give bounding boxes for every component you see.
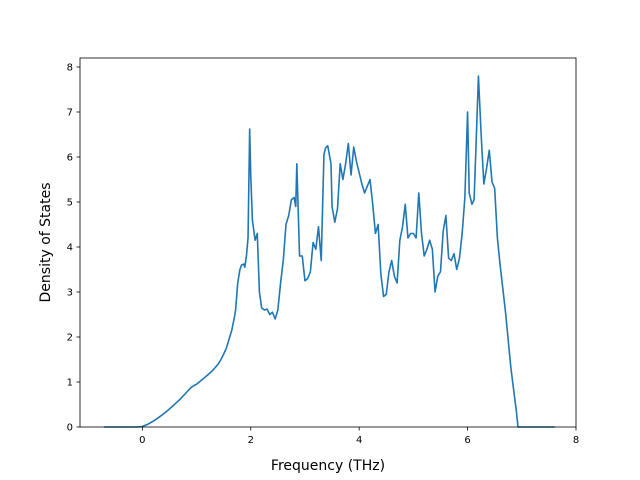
x-axis-ticks: 0 2 4 6 8	[139, 427, 579, 446]
x-tick-label: 8	[573, 435, 579, 446]
x-tick-label: 4	[356, 435, 362, 446]
x-axis-label: Frequency (THz)	[271, 458, 385, 474]
y-tick-label: 8	[67, 63, 73, 74]
y-tick-label: 7	[67, 108, 73, 119]
y-tick-label: 6	[67, 153, 73, 164]
y-tick-label: 0	[67, 423, 73, 434]
axes-frame	[79, 57, 577, 428]
series-line	[103, 75, 556, 428]
x-tick-label: 0	[139, 435, 145, 446]
x-tick-label: 2	[248, 435, 254, 446]
y-tick-label: 2	[67, 333, 73, 344]
y-axis-label: Density of States	[38, 183, 54, 303]
x-tick-label: 6	[464, 435, 470, 446]
y-tick-label: 3	[67, 288, 73, 299]
y-tick-label: 5	[67, 198, 73, 209]
plot-area	[103, 75, 556, 428]
y-tick-label: 1	[67, 378, 73, 389]
y-axis-ticks: 0 1 2 3 4 5 6 7 8	[67, 63, 80, 434]
y-tick-label: 4	[67, 243, 73, 254]
